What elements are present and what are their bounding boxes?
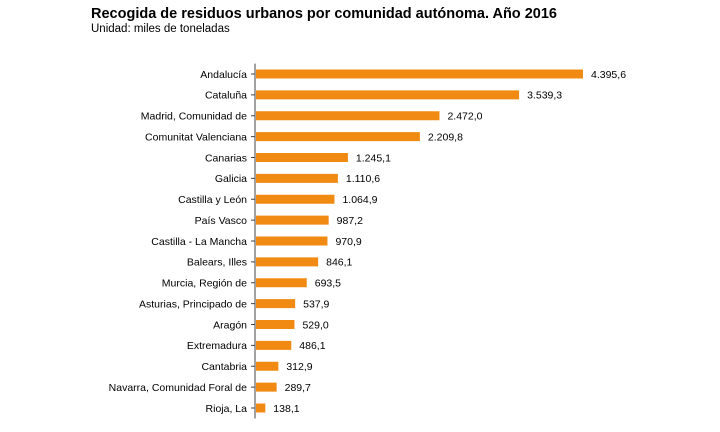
category-label: Extremadura [187,340,247,352]
bar [256,194,335,204]
bar [256,215,329,225]
data-label: 537,9 [303,298,329,310]
category-label: Cataluña [205,90,247,102]
data-label: 970,9 [335,236,361,248]
category-label: Madrid, Comunidad de [141,111,247,123]
category-label: Galicia [215,173,247,185]
data-label: 987,2 [337,215,363,227]
bar [256,257,319,267]
bar [256,153,348,162]
bar [256,111,440,121]
category-label: Navarra, Comunidad Foral de [109,382,247,394]
data-label: 529,0 [302,319,328,331]
bar [256,320,295,329]
bar [256,299,296,309]
category-label: Aragón [213,319,247,331]
chart-subtitle: Unidad: miles de toneladas [91,23,230,35]
data-label: 1.110,6 [346,173,380,185]
bar [256,90,520,100]
data-label: 2.472,0 [447,111,482,123]
bar [256,173,338,183]
category-label: Comunitat Valenciana [145,131,247,143]
bar [256,403,266,413]
bar [256,69,583,79]
category-label: Canarias [205,152,247,164]
bar [256,278,307,288]
category-label: Asturias, Principado de [139,298,247,310]
data-label: 3.539,3 [527,90,562,102]
bar [256,340,292,350]
data-label: 1.245,1 [356,152,391,164]
category-label: Cantabria [201,361,247,373]
data-label: 486,1 [299,340,325,352]
data-label: 289,7 [285,382,311,394]
bar [256,361,279,371]
bar [256,382,277,392]
category-label: Balears, Illes [187,257,247,269]
data-label: 693,5 [315,278,341,290]
category-label: Castilla y León [178,194,247,206]
category-label: Castilla - La Mancha [151,236,247,248]
category-label: Andalucía [200,69,247,81]
category-label: Rioja, La [206,403,248,415]
data-label: 4.395,6 [591,69,626,81]
data-label: 312,9 [286,361,312,373]
category-label: Murcia, Región de [162,278,247,290]
data-label: 138,1 [273,403,299,415]
bar [256,132,420,142]
data-label: 1.064,9 [342,194,377,206]
bar [256,236,328,246]
data-label: 2.209,8 [428,131,463,143]
data-label: 846,1 [326,257,352,269]
category-label: País Vasco [195,215,247,227]
chart-title: Recogida de residuos urbanos por comunid… [91,6,557,22]
